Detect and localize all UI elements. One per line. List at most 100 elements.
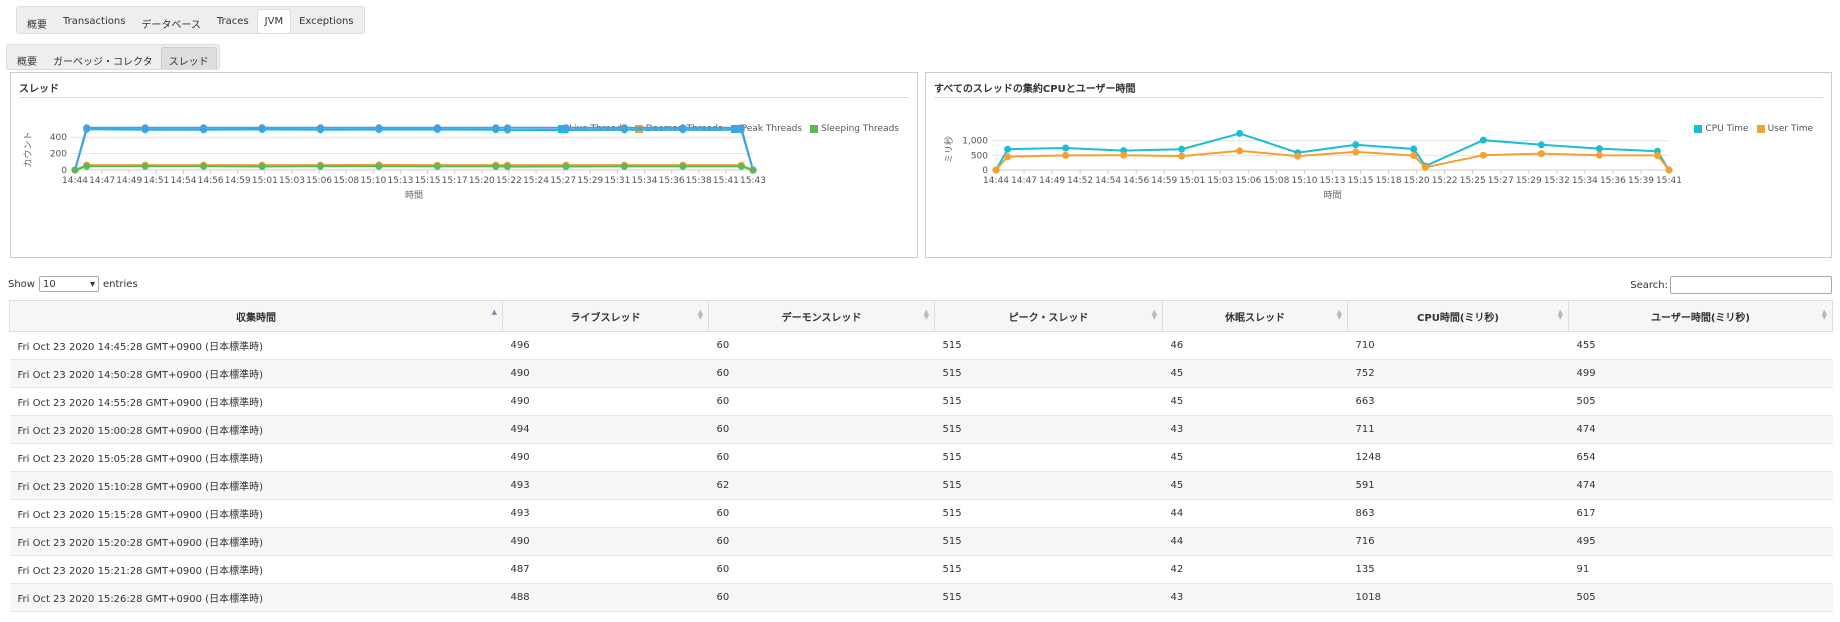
subtab-threads[interactable]: スレッド <box>160 47 217 69</box>
table-cell: 710 <box>1347 331 1569 360</box>
data-point <box>71 166 79 174</box>
x-tick-label: 15:38 <box>686 176 712 186</box>
table-cell: 716 <box>1347 527 1569 556</box>
data-point <box>1665 166 1673 174</box>
table-cell: 515 <box>934 555 1163 584</box>
tab-database[interactable]: データベース <box>141 20 201 31</box>
x-tick-label: 14:47 <box>89 176 115 186</box>
sort-icon: ▲ ▼ <box>697 308 703 321</box>
search-input[interactable] <box>1670 276 1832 294</box>
table-cell: 45 <box>1162 471 1348 500</box>
table-cell: Fri Oct 23 2020 15:10:28 GMT+0900 (日本標準時… <box>9 471 503 500</box>
x-tick-label: 15:31 <box>604 176 630 186</box>
threads-table: 収集時間 ▲ ライブスレッド ▲ ▼ デーモンスレッド ▲ ▼ ピーク・スレッド ▲ ▼ 休眠… <box>9 300 1833 612</box>
table-cell: Fri Oct 23 2020 15:21:28 GMT+0900 (日本標準時… <box>9 555 503 584</box>
search-label: Search: <box>1630 279 1668 291</box>
table-cell: 515 <box>934 471 1163 500</box>
x-tick-label: 15:29 <box>1516 176 1542 186</box>
col-peak-threads[interactable]: ピーク・スレッド ▲ ▼ <box>934 300 1163 332</box>
table-cell: 45 <box>1162 443 1348 472</box>
legend-label: Sleeping Threads <box>821 124 899 134</box>
table-cell: 488 <box>502 583 709 612</box>
data-point <box>1537 141 1545 149</box>
table-cell: 617 <box>1568 499 1833 528</box>
table-cell: 490 <box>502 387 709 416</box>
tab-traces[interactable]: Traces <box>216 16 249 27</box>
table-row: Fri Oct 23 2020 15:21:28 GMT+0900 (日本標準時… <box>9 555 1833 584</box>
table-cell: 515 <box>934 387 1163 416</box>
legend-item[interactable]: Sleeping Threads <box>810 124 899 134</box>
tab-overview[interactable]: 概要 <box>27 20 47 31</box>
tab-exceptions[interactable]: Exceptions <box>299 16 354 27</box>
subtab-garbage-collector[interactable]: ガーベッジ・コレクタ <box>53 57 153 68</box>
table-cell: 515 <box>934 359 1163 388</box>
table-row: Fri Oct 23 2020 15:26:28 GMT+0900 (日本標準時… <box>9 583 1833 612</box>
panel-title: すべてのスレッドの集約CPUとユーザー時間 <box>934 84 1136 95</box>
x-tick-label: 15:13 <box>387 176 413 186</box>
data-point <box>1236 129 1244 137</box>
data-point <box>992 166 1000 174</box>
x-tick-label: 14:47 <box>1011 176 1037 186</box>
series-line <box>995 132 1670 171</box>
x-tick-label: 14:49 <box>116 176 142 186</box>
table-cell: 515 <box>934 583 1163 612</box>
legend-item[interactable]: User Time <box>1756 124 1813 134</box>
x-tick-label: 15:15 <box>415 176 441 186</box>
table-cell: 515 <box>934 527 1163 556</box>
table-cell: 515 <box>934 499 1163 528</box>
data-point <box>679 162 687 170</box>
tab-jvm[interactable]: JVM <box>256 9 292 33</box>
sub-tab-bar: 概要 ガーベッジ・コレクタ スレッド <box>6 44 220 70</box>
table-cell: 496 <box>502 331 709 360</box>
y-axis-title: ミリ秒 <box>943 136 955 163</box>
table-cell: 474 <box>1568 415 1833 444</box>
table-cell: 60 <box>708 415 935 444</box>
table-cell: 1018 <box>1347 583 1569 612</box>
data-point <box>316 124 324 132</box>
col-sleeping-threads[interactable]: 休眠スレッド ▲ ▼ <box>1162 300 1348 332</box>
table-cell: 752 <box>1347 359 1569 388</box>
series-line <box>995 149 1670 171</box>
x-tick-label: 15:39 <box>1628 176 1654 186</box>
data-point <box>620 162 628 170</box>
table-cell: 60 <box>708 359 935 388</box>
data-point <box>200 162 208 170</box>
x-tick-label: 15:34 <box>1572 176 1598 186</box>
data-point <box>1294 152 1302 160</box>
x-tick-label: 15:03 <box>1207 176 1233 186</box>
col-daemon-threads[interactable]: デーモンスレッド ▲ ▼ <box>708 300 935 332</box>
subtab-overview[interactable]: 概要 <box>17 57 37 68</box>
col-live-threads[interactable]: ライブスレッド ▲ ▼ <box>502 300 709 332</box>
x-tick-label: 15:20 <box>469 176 495 186</box>
table-row: Fri Oct 23 2020 15:15:28 GMT+0900 (日本標準時… <box>9 499 1833 528</box>
legend-item[interactable]: CPU Time <box>1694 124 1749 134</box>
tab-transactions[interactable]: Transactions <box>63 16 126 27</box>
series-line <box>74 126 754 171</box>
table-row: Fri Oct 23 2020 15:05:28 GMT+0900 (日本標準時… <box>9 443 1833 472</box>
table-cell: 60 <box>708 499 935 528</box>
col-cpu-time[interactable]: CPU時間(ミリ秒) ▲ ▼ <box>1347 300 1569 332</box>
legend-swatch <box>1694 125 1703 133</box>
col-user-time[interactable]: ユーザー時間(ミリ秒) ▲ ▼ <box>1568 300 1833 332</box>
data-point <box>1479 151 1487 159</box>
y-axis-title: カウント <box>23 131 34 167</box>
x-tick-label: 15:17 <box>442 176 468 186</box>
table-row: Fri Oct 23 2020 15:20:28 GMT+0900 (日本標準時… <box>9 527 1833 556</box>
page-length-select[interactable]: 10 ▾ <box>38 276 99 292</box>
table-cell: 60 <box>708 555 935 584</box>
x-tick-label: 15:43 <box>740 176 766 186</box>
column-label: ピーク・スレッド <box>1008 312 1089 324</box>
table-cell: 863 <box>1347 499 1569 528</box>
table-cell: 493 <box>502 471 709 500</box>
col-collection-time[interactable]: 収集時間 ▲ <box>9 300 503 332</box>
x-tick-label: 15:29 <box>577 176 603 186</box>
sort-icon: ▲ ▼ <box>923 308 929 321</box>
x-tick-label: 14:59 <box>225 176 251 186</box>
data-point <box>1352 141 1360 149</box>
data-point <box>492 162 500 170</box>
table-cell: 490 <box>502 359 709 388</box>
table-cell: Fri Oct 23 2020 15:15:28 GMT+0900 (日本標準時… <box>9 499 503 528</box>
page-length-value: 10 <box>42 278 56 290</box>
x-tick-label: 14:54 <box>171 176 197 186</box>
column-label: ライブスレッド <box>570 312 641 324</box>
